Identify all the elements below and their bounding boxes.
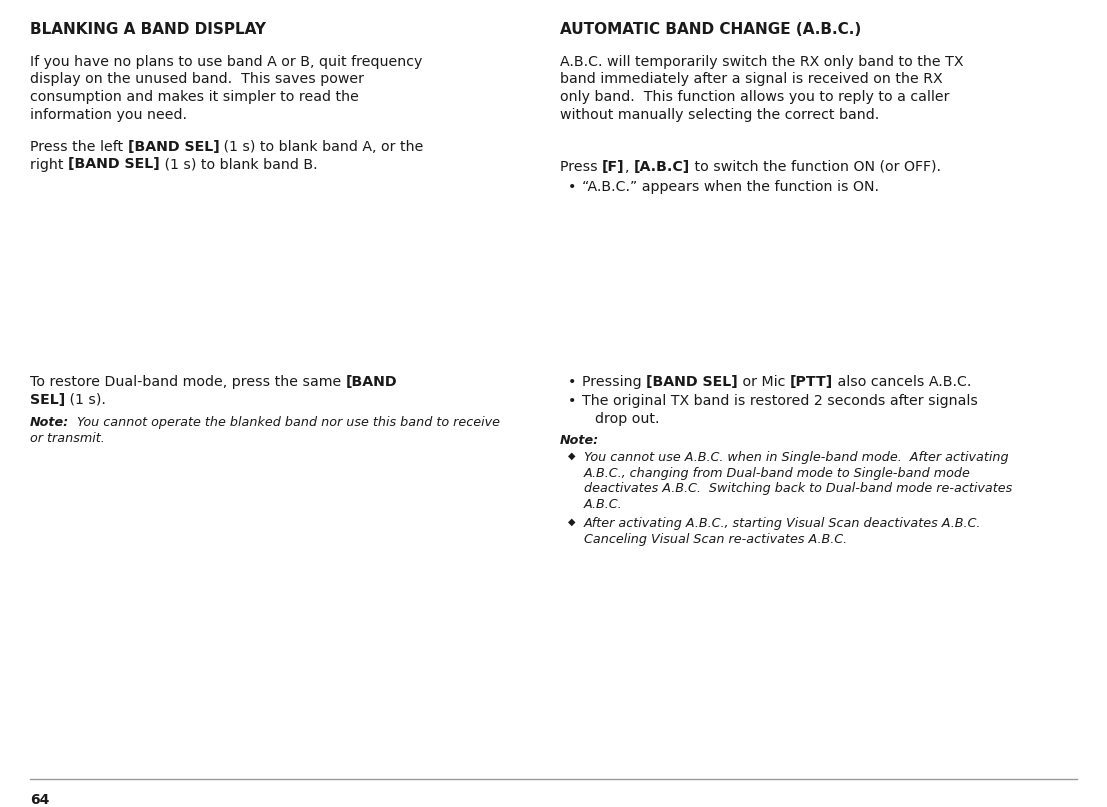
Text: A.B.C., changing from Dual-band mode to Single-band mode: A.B.C., changing from Dual-band mode to … [584, 466, 971, 479]
Text: •: • [568, 395, 577, 408]
Text: Pressing: Pressing [582, 375, 646, 389]
Text: SEL]: SEL] [30, 392, 65, 407]
Text: to switch the function ON (or OFF).: to switch the function ON (or OFF). [690, 160, 941, 174]
Text: ◆: ◆ [568, 451, 576, 461]
Text: •: • [568, 179, 577, 194]
Text: •: • [568, 375, 577, 389]
Text: right: right [30, 157, 68, 172]
Text: 64: 64 [30, 793, 50, 807]
Text: ◆: ◆ [568, 517, 576, 527]
Text: Note:: Note: [30, 416, 70, 429]
Text: or transmit.: or transmit. [30, 432, 105, 445]
Text: If you have no plans to use band A or B, quit frequency: If you have no plans to use band A or B,… [30, 55, 423, 69]
Text: Press the left: Press the left [30, 140, 127, 154]
Text: “A.B.C.” appears when the function is ON.: “A.B.C.” appears when the function is ON… [582, 179, 879, 194]
Text: ,: , [624, 160, 633, 174]
Text: After activating A.B.C., starting Visual Scan deactivates A.B.C.: After activating A.B.C., starting Visual… [584, 517, 982, 530]
Text: Press: Press [560, 160, 602, 174]
Text: [PTT]: [PTT] [789, 375, 832, 389]
Text: information you need.: information you need. [30, 107, 187, 122]
Text: [BAND SEL]: [BAND SEL] [127, 140, 219, 154]
Text: display on the unused band.  This saves power: display on the unused band. This saves p… [30, 73, 364, 86]
Text: deactivates A.B.C.  Switching back to Dual-band mode re-activates: deactivates A.B.C. Switching back to Dua… [584, 482, 1012, 495]
Text: also cancels A.B.C.: also cancels A.B.C. [832, 375, 971, 389]
Text: A.B.C. will temporarily switch the RX only band to the TX: A.B.C. will temporarily switch the RX on… [560, 55, 963, 69]
Text: BLANKING A BAND DISPLAY: BLANKING A BAND DISPLAY [30, 22, 266, 37]
Text: [BAND SEL]: [BAND SEL] [646, 375, 738, 389]
Text: [BAND SEL]: [BAND SEL] [68, 157, 159, 172]
Text: (1 s) to blank band A, or the: (1 s) to blank band A, or the [219, 140, 424, 154]
Text: without manually selecting the correct band.: without manually selecting the correct b… [560, 107, 879, 122]
Text: Note:: Note: [560, 433, 599, 446]
Text: or Mic: or Mic [738, 375, 789, 389]
Text: drop out.: drop out. [594, 412, 660, 426]
Text: To restore Dual-band mode, press the same: To restore Dual-band mode, press the sam… [30, 375, 345, 389]
Text: AUTOMATIC BAND CHANGE (A.B.C.): AUTOMATIC BAND CHANGE (A.B.C.) [560, 22, 861, 37]
Text: (1 s).: (1 s). [65, 392, 106, 407]
Text: [F]: [F] [602, 160, 624, 174]
Text: You cannot use A.B.C. when in Single-band mode.  After activating: You cannot use A.B.C. when in Single-ban… [584, 451, 1008, 464]
Text: consumption and makes it simpler to read the: consumption and makes it simpler to read… [30, 90, 359, 104]
Text: [BAND: [BAND [345, 375, 397, 389]
Text: You cannot operate the blanked band nor use this band to receive: You cannot operate the blanked band nor … [70, 416, 500, 429]
Text: (1 s) to blank band B.: (1 s) to blank band B. [159, 157, 318, 172]
Text: only band.  This function allows you to reply to a caller: only band. This function allows you to r… [560, 90, 950, 104]
Text: [A.B.C]: [A.B.C] [633, 160, 690, 174]
Text: band immediately after a signal is received on the RX: band immediately after a signal is recei… [560, 73, 943, 86]
Text: A.B.C.: A.B.C. [584, 497, 622, 511]
Text: Canceling Visual Scan re-activates A.B.C.: Canceling Visual Scan re-activates A.B.C… [584, 533, 847, 546]
Text: The original TX band is restored 2 seconds after signals: The original TX band is restored 2 secon… [582, 395, 977, 408]
